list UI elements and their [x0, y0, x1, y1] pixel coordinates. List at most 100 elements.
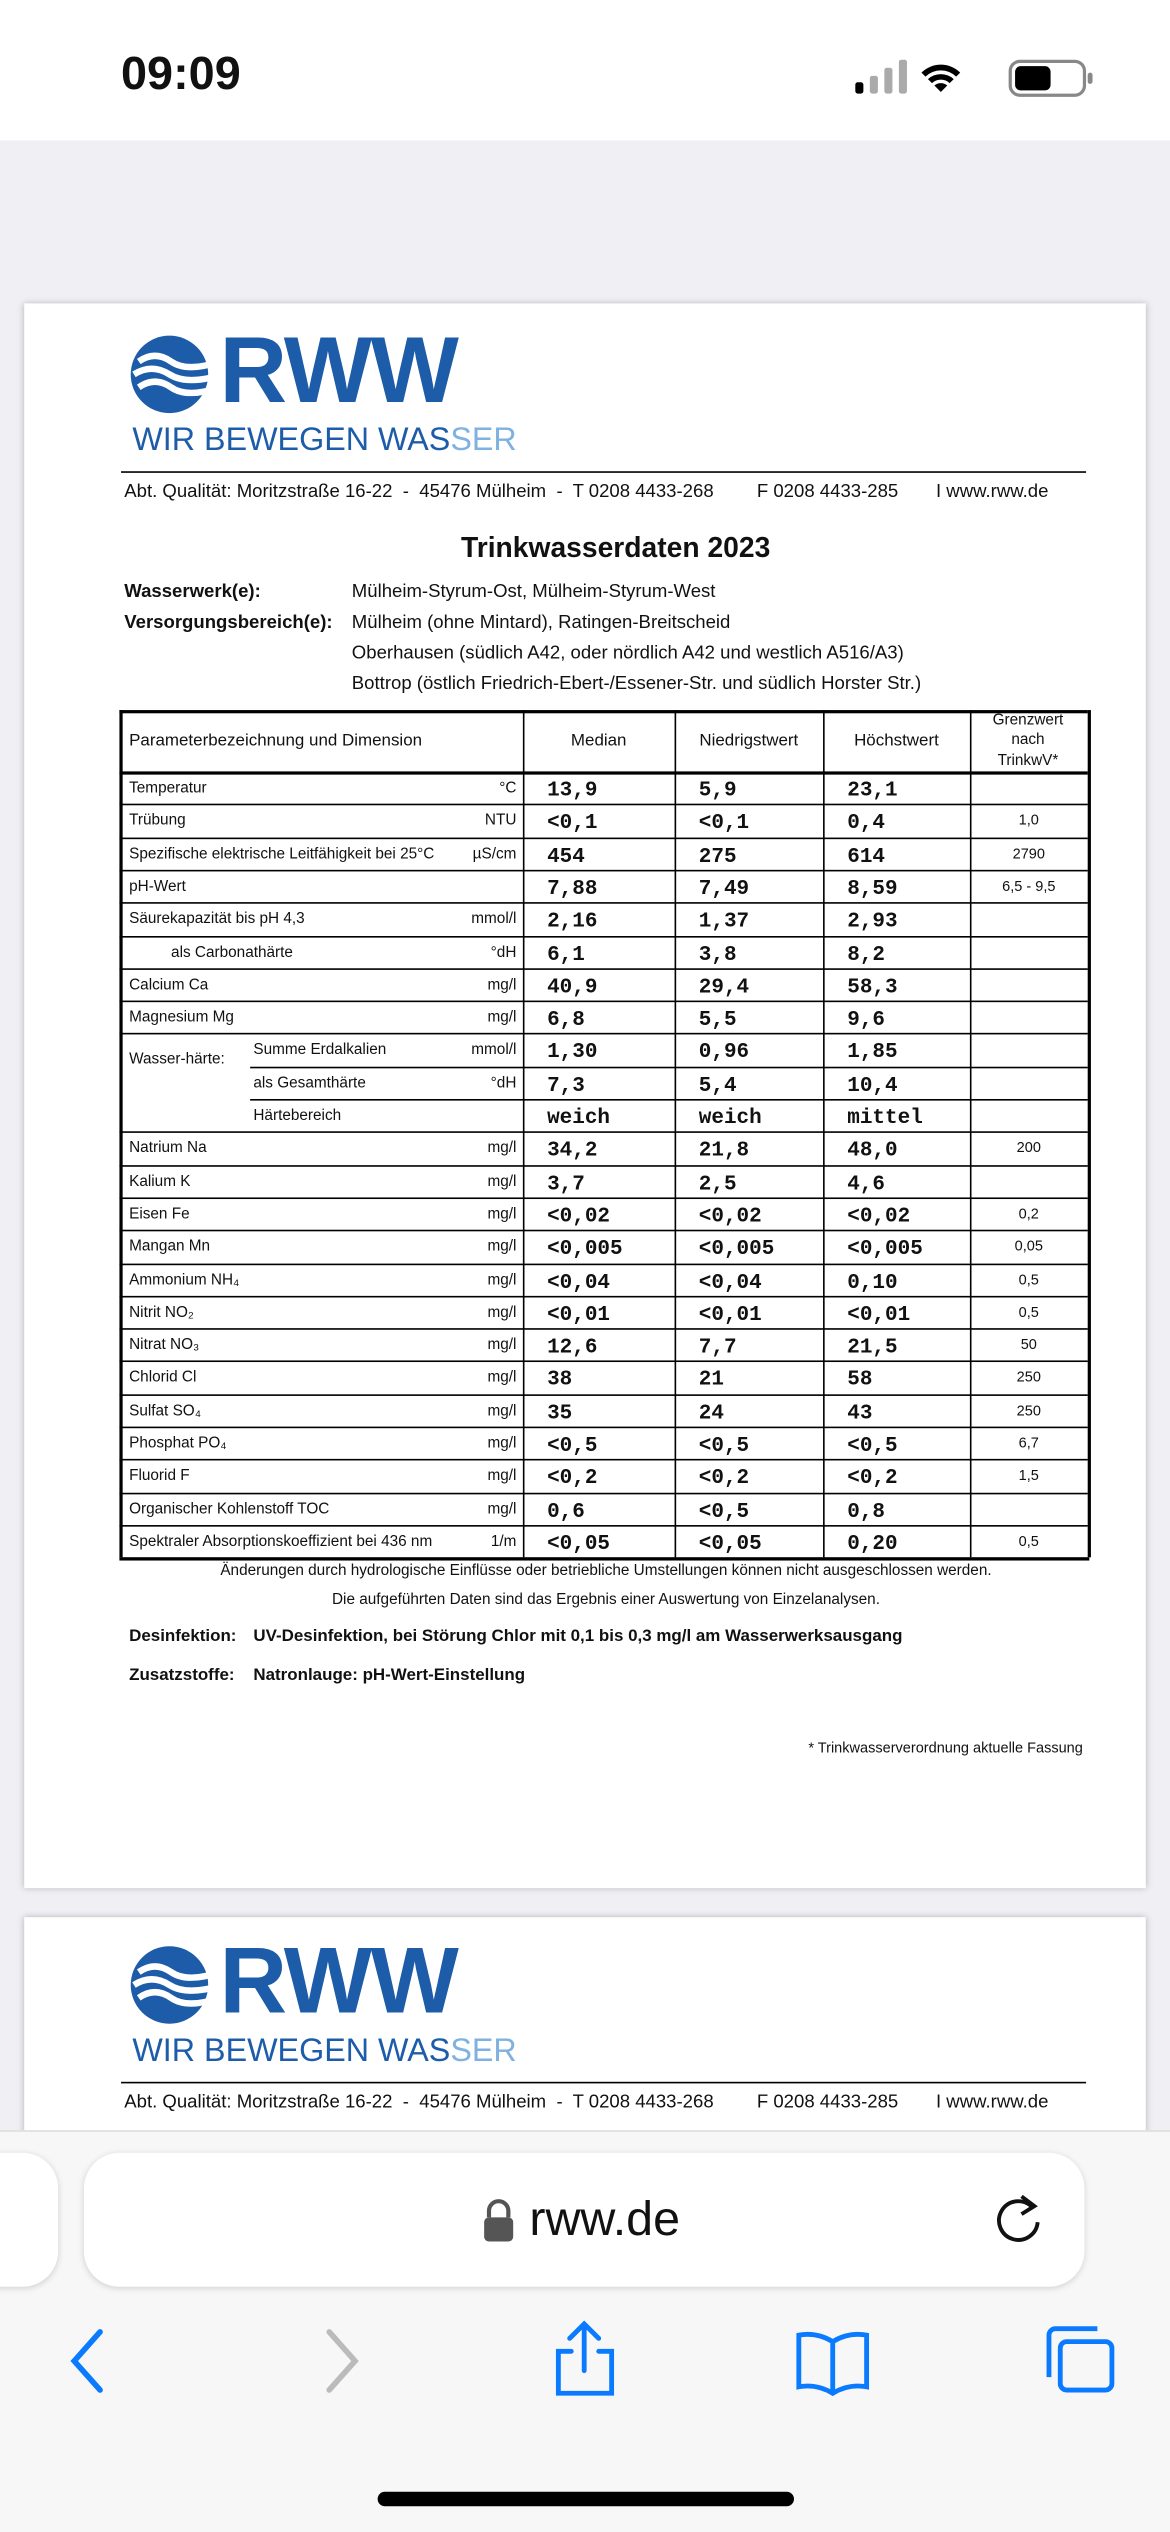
measured-value: 614 — [847, 843, 886, 868]
measured-value: 43 — [847, 1400, 873, 1425]
parameter-name: Phosphat PO₄ — [129, 1434, 227, 1453]
table-header: Median — [570, 731, 627, 751]
unit: mg/l — [487, 1008, 517, 1027]
measured-value: 6,1 — [547, 941, 585, 966]
measured-value: 1,37 — [698, 908, 750, 934]
treatment-label: Desinfektion: — [129, 1626, 237, 1647]
back-button[interactable] — [70, 2329, 103, 2393]
note: Die aufgeführten Daten sind das Ergebnis… — [331, 1591, 880, 1610]
parameter-name: Härtebereich — [253, 1107, 342, 1125]
url[interactable]: rww.de — [529, 2193, 681, 2247]
h-rule — [119, 710, 1088, 713]
measured-value: <0,01 — [547, 1302, 611, 1327]
logo-icon — [130, 335, 223, 414]
unit: mg/l — [487, 1270, 517, 1289]
unit: mg/l — [487, 1303, 517, 1322]
unit: mg/l — [487, 1172, 517, 1191]
info-value: Mülheim-Styrum-Ost, Mülheim-Styrum-West — [351, 582, 716, 602]
status-icons — [855, 59, 1093, 97]
measured-value: <0,05 — [547, 1531, 611, 1556]
share-button[interactable] — [555, 2320, 615, 2396]
parameter-name: Magnesium Mg — [129, 1008, 234, 1027]
parameter-name: pH-Wert — [129, 877, 186, 896]
measured-value: 7,7 — [698, 1334, 737, 1359]
logo-tagline: WIR BEWEGEN WASSER — [132, 424, 516, 456]
status-bar — [0, 0, 1170, 141]
measured-value: <0,5 — [698, 1433, 750, 1458]
h-rule — [119, 836, 1088, 839]
h-rule — [119, 804, 1088, 806]
info-value: Bottrop (östlich Friedrich-Ebert-/Essene… — [351, 674, 922, 694]
measured-value: 5,5 — [698, 1007, 737, 1032]
parameter-name: als Gesamthärte — [253, 1074, 366, 1093]
measured-value: 275 — [698, 843, 737, 868]
measured-value: 0,8 — [847, 1498, 886, 1523]
h-rule — [119, 1000, 1088, 1003]
parameter-name: Nitrat NO₃ — [129, 1336, 200, 1355]
parameter-name: Chlorid Cl — [129, 1369, 197, 1387]
measured-value: 0,6 — [547, 1498, 585, 1523]
tagline-accent: SER — [450, 2033, 517, 2069]
h-rule — [119, 1492, 1088, 1494]
h-rule — [119, 1295, 1088, 1298]
measured-value: 0,4 — [847, 810, 886, 835]
measured-value: <0,2 — [698, 1465, 750, 1491]
measured-value: 8,59 — [847, 876, 898, 901]
measured-value: 58 — [847, 1367, 873, 1392]
reload-button[interactable] — [991, 2192, 1046, 2247]
parameter-name: Calcium Ca — [129, 976, 209, 994]
measured-value: 3,7 — [547, 1170, 585, 1196]
contact-fax: F 0208 4433-285 — [756, 482, 899, 502]
measured-value: 8,2 — [847, 941, 886, 966]
previous-tab[interactable] — [0, 2152, 59, 2287]
table-header: Grenzwert nach TrinkwV* — [992, 711, 1064, 770]
measured-value: <0,1 — [698, 810, 750, 835]
info-value: Mülheim (ohne Mintard), Ratingen-Breitsc… — [351, 613, 731, 633]
bookmarks-button[interactable] — [796, 2331, 870, 2397]
measured-value: 7,49 — [698, 876, 750, 901]
h-rule — [119, 902, 1088, 905]
contact-web: I www.rww.de — [936, 482, 1049, 502]
measured-value: <0,02 — [547, 1203, 611, 1228]
address-bar[interactable] — [83, 2152, 1085, 2287]
parameter-name: Trübung — [129, 812, 186, 830]
parameter-name: Summe Erdalkalien — [253, 1041, 387, 1060]
measured-value: 21,8 — [698, 1138, 750, 1163]
measured-value: <0,1 — [547, 810, 598, 835]
parameter-name: Temperatur — [129, 779, 207, 798]
forward-button[interactable] — [326, 2329, 359, 2393]
measured-value: 1,30 — [547, 1039, 598, 1065]
measured-value: <0,01 — [698, 1302, 762, 1327]
table-header: Niedrigstwert — [699, 731, 799, 751]
unit: mg/l — [487, 1467, 517, 1486]
h-rule — [250, 1066, 1088, 1068]
limit-value: 0,2 — [1018, 1205, 1039, 1222]
unit: µS/cm — [472, 844, 517, 863]
measured-value: 12,6 — [547, 1334, 598, 1359]
table-header: Höchstwert — [854, 731, 939, 751]
parameter-name: Nitrit NO₂ — [129, 1303, 194, 1322]
tabs-button[interactable] — [1046, 2326, 1115, 2393]
limit-value: 6,7 — [1018, 1434, 1039, 1451]
limit-value: 250 — [1016, 1369, 1041, 1386]
limit-value: 6,5 - 9,5 — [1002, 877, 1056, 894]
h-rule — [119, 1361, 1088, 1363]
unit: mg/l — [487, 1369, 517, 1387]
parameter-name: als Carbonathärte — [171, 943, 293, 962]
h-rule — [119, 1131, 1088, 1134]
parameter-name: Eisen Fe — [129, 1205, 190, 1224]
measured-value: 7,3 — [547, 1072, 585, 1097]
unit: mg/l — [487, 1434, 517, 1453]
measured-value: 2,16 — [547, 908, 598, 934]
tagline-accent: SER — [450, 422, 517, 459]
parameter-name: Säurekapazität bis pH 4,3 — [129, 910, 305, 929]
measured-value: 35 — [547, 1400, 573, 1425]
measured-value: <0,02 — [847, 1203, 911, 1228]
h-rule — [119, 869, 1088, 872]
measured-value: 48,0 — [847, 1138, 898, 1163]
h-rule — [119, 1557, 1090, 1561]
measured-value: 21,5 — [847, 1334, 898, 1359]
time: 09:09 — [121, 48, 241, 101]
measured-value: 0,96 — [698, 1039, 750, 1065]
